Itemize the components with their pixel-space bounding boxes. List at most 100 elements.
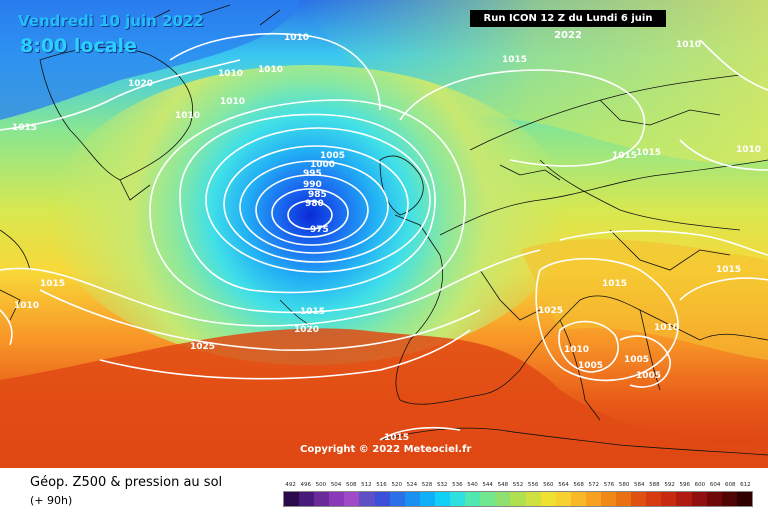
isobar-label: 980: [305, 199, 324, 209]
scale-swatch: [404, 492, 420, 506]
scale-label: 520: [391, 482, 402, 488]
scale-swatch: [691, 492, 707, 506]
scale-label: 556: [527, 482, 539, 488]
isobar-labels: 1010 1010 1010 1020 1015 1010 1010 1010 …: [12, 33, 761, 443]
model-run-label: Run ICON 12 Z du Lundi 6 juin 2022: [470, 10, 666, 41]
scale-swatch: [661, 492, 677, 506]
scale-swatch: [600, 492, 617, 506]
scale-swatch: [450, 492, 466, 506]
scale-swatch: [419, 492, 435, 506]
scale-swatch: [299, 492, 315, 506]
legend-footer: Géop. Z500 & pression au sol (+ 90h) 492…: [0, 468, 768, 512]
scale-label: 584: [634, 482, 645, 488]
scale-label: 612: [740, 482, 751, 488]
isobar-label: 1015: [716, 265, 741, 275]
scale-swatch: [359, 492, 375, 506]
forecast-map-canvas: 1010 1010 1010 1020 1015 1010 1010 1010 …: [0, 0, 768, 468]
isobar-label: 1015: [384, 433, 409, 443]
isobar-label: 1005: [636, 371, 661, 381]
scale-label: 572: [588, 482, 600, 488]
scale-swatch: [495, 492, 511, 506]
scale-label: 552: [512, 482, 524, 488]
scale-label: 500: [315, 482, 327, 488]
scale-swatch: [631, 492, 647, 506]
scale-swatch: [434, 492, 451, 506]
isobar-label: 975: [310, 225, 329, 235]
isobar-label: 1010: [654, 323, 679, 333]
scale-swatch: [646, 492, 662, 506]
scale-swatch: [721, 492, 737, 506]
copyright-notice: Copyright © 2022 Meteociel.fr: [300, 444, 472, 455]
scale-swatch: [736, 492, 752, 506]
scale-label: 532: [436, 482, 448, 488]
scale-label: 544: [482, 482, 493, 488]
isobar-label: 1015: [636, 148, 661, 158]
isobar-label: 1010: [284, 33, 309, 43]
isobar-label: 1020: [294, 325, 319, 335]
scale-label: 540: [467, 482, 478, 488]
scale-swatch: [676, 492, 692, 506]
isobar-label: 990: [303, 180, 322, 190]
scale-swatch: [344, 492, 360, 506]
isobar-label: 1020: [128, 79, 153, 89]
isobar-label: 1015: [300, 307, 325, 317]
scale-swatch: [555, 492, 571, 506]
scale-label: 492: [285, 482, 296, 488]
scale-label: 608: [725, 482, 736, 488]
isobar-label: 995: [303, 169, 322, 179]
isobar-label: 1010: [736, 145, 761, 155]
isobar-label: 1015: [12, 123, 37, 133]
forecast-date: Vendredi 10 juin 2022: [18, 12, 204, 30]
low-geopotential-zone: [0, 0, 300, 120]
color-scale-labels: 492 496 500 504 508 512 516 520 524 528 532 536 540 5…: [283, 482, 753, 490]
scale-label: 580: [618, 482, 630, 488]
scale-swatch: [525, 492, 541, 506]
isobar-label: 1000: [310, 160, 335, 170]
scale-label: 600: [694, 482, 706, 488]
scale-label: 604: [709, 482, 721, 488]
scale-swatch: [570, 492, 586, 506]
scale-label: 548: [497, 482, 509, 488]
isobar-label: 1005: [320, 151, 345, 161]
scale-swatch: [616, 492, 632, 506]
scale-swatch: [510, 492, 526, 506]
scale-swatch: [540, 492, 556, 506]
weather-map: 1010 1010 1010 1020 1015 1010 1010 1010 …: [0, 0, 768, 468]
scale-label: 596: [679, 482, 691, 488]
isobars: [0, 32, 768, 441]
isobar-label: 1015: [502, 55, 527, 65]
eastern-ridge: [520, 239, 768, 360]
legend-title: Géop. Z500 & pression au sol: [30, 475, 223, 490]
isobar-label: 1005: [624, 355, 649, 365]
low-pressure-system: [50, 65, 570, 365]
scale-swatch: [389, 492, 405, 506]
scale-swatch: [314, 492, 330, 506]
isobar-label: 1015: [602, 279, 627, 289]
isobar-label: 1010: [175, 111, 200, 121]
scale-swatch: [465, 492, 481, 506]
northern-ridge: [300, 0, 768, 163]
scale-swatch: [374, 492, 390, 506]
high-geopotential-zone: [0, 328, 768, 468]
scale-label: 564: [558, 482, 569, 488]
isobar-label: 1015: [612, 151, 637, 161]
scale-label: 536: [452, 482, 463, 488]
scale-swatch: [706, 492, 722, 506]
forecast-time: 8:00 locale: [20, 35, 137, 57]
scale-label: 524: [406, 482, 418, 488]
scale-label: 592: [664, 482, 675, 488]
isobar-label: 1010: [218, 69, 243, 79]
isobar-label: 1015: [40, 279, 65, 289]
isobar-label: 1010: [14, 301, 39, 311]
scale-label: 576: [603, 482, 615, 488]
scale-label: 496: [300, 482, 311, 488]
scale-label: 516: [376, 482, 387, 488]
scale-label: 568: [573, 482, 584, 488]
isobar-label: 1025: [538, 306, 563, 316]
scale-swatch: [329, 492, 345, 506]
isobar-label: 1025: [190, 342, 215, 352]
scale-swatch: [585, 492, 601, 506]
scale-label: 508: [345, 482, 357, 488]
isobar-label: 1005: [578, 361, 603, 371]
